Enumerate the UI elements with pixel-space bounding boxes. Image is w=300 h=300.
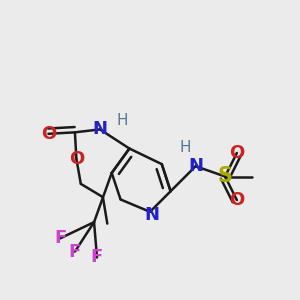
Text: N: N [92,120,107,138]
Text: F: F [69,243,81,261]
Text: O: O [229,144,244,162]
Text: F: F [91,248,103,266]
Text: O: O [69,150,84,168]
Text: N: N [145,206,160,224]
Text: N: N [188,157,203,175]
Text: H: H [116,113,128,128]
Text: O: O [229,191,244,209]
Text: H: H [180,140,191,154]
Text: S: S [218,167,232,187]
Text: F: F [54,229,66,247]
Text: O: O [41,125,56,143]
